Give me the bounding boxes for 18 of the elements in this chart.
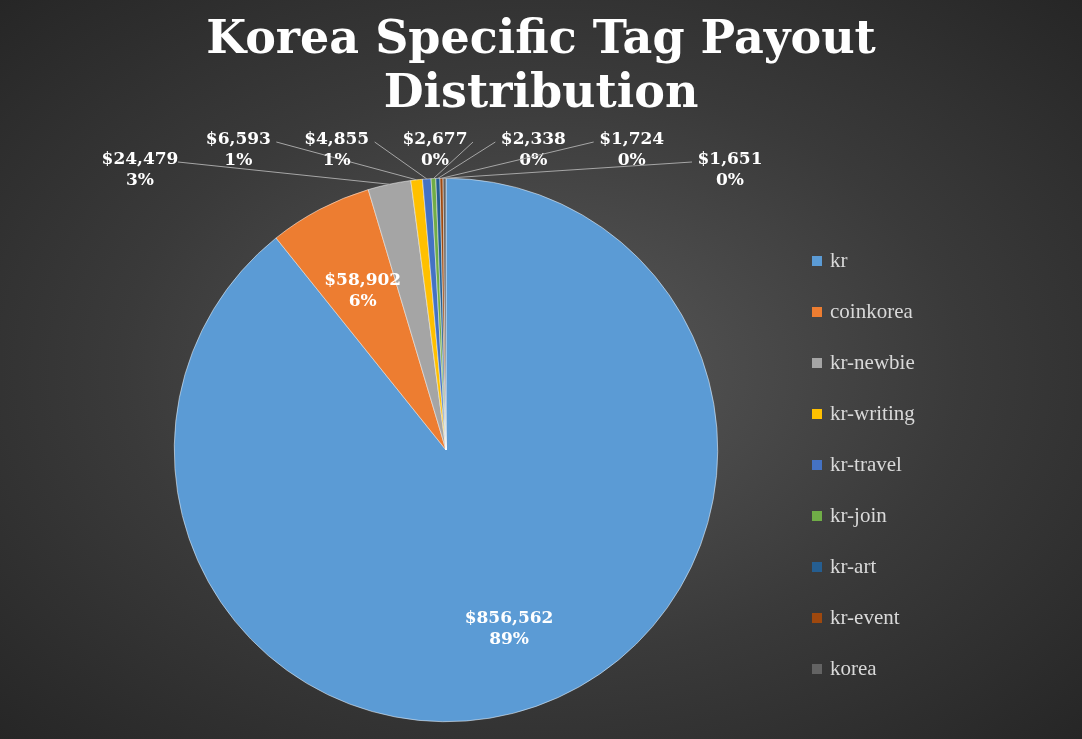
- legend-label: kr-art: [830, 554, 877, 579]
- data-label: $4,855 1%: [304, 127, 370, 169]
- data-label: $6,593 1%: [205, 127, 271, 169]
- legend-label: kr-join: [830, 503, 887, 528]
- legend-label: kr-newbie: [830, 350, 915, 375]
- data-label: $1,651 0%: [697, 147, 763, 189]
- legend-label: coinkorea: [830, 299, 913, 324]
- legend-label: kr-event: [830, 605, 900, 630]
- data-label: $2,677 0%: [402, 127, 468, 169]
- data-label: $856,562 89%: [464, 607, 554, 649]
- chart-title: Korea Specific Tag Payout Distribution: [205, 10, 877, 118]
- data-label: $24,479 3%: [101, 147, 179, 189]
- legend-label: kr-travel: [830, 452, 902, 477]
- slice-label: kr: [830, 248, 848, 273]
- legend-label: korea: [830, 656, 877, 681]
- data-label: $1,724 0%: [599, 127, 665, 169]
- legend-label: kr-writing: [830, 401, 915, 426]
- data-label: $2,338 0%: [500, 127, 566, 169]
